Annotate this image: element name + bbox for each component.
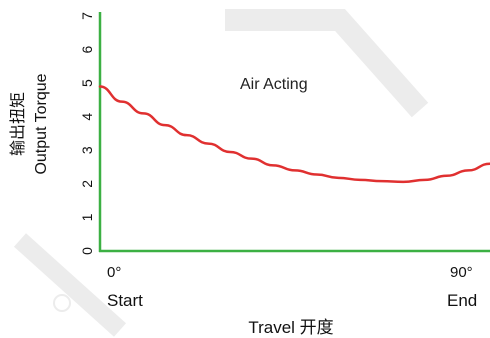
x-tick-degree-1: 90° <box>450 264 473 281</box>
x-tick-label-start: Start <box>107 291 143 310</box>
y-tick-3: 3 <box>79 146 95 154</box>
x-tick-label-end: End <box>447 291 477 310</box>
series-layer <box>98 85 490 184</box>
watermark <box>13 9 429 337</box>
x-tick-labels: 0° Start 90° End <box>107 264 477 310</box>
y-tick-5: 5 <box>79 79 95 87</box>
y-tick-7: 7 <box>79 12 95 20</box>
y-axis-label-en: Output Torque <box>33 73 50 174</box>
y-tick-2: 2 <box>79 180 95 188</box>
y-tick-6: 6 <box>79 45 95 53</box>
y-axis-label-cn: 输出扭矩 <box>9 92 27 156</box>
x-axis-label: Travel 开度 <box>248 318 333 337</box>
axes <box>98 12 490 253</box>
x-tick-degree-0: 0° <box>107 264 121 281</box>
y-tick-4: 4 <box>79 113 95 121</box>
y-tick-0: 0 <box>79 247 95 255</box>
y-tick-1: 1 <box>79 213 95 221</box>
y-tick-labels: 0 1 2 3 4 5 6 7 <box>79 12 95 255</box>
series-line-0 <box>98 85 490 184</box>
annotation-air-acting: Air Acting <box>240 76 308 93</box>
